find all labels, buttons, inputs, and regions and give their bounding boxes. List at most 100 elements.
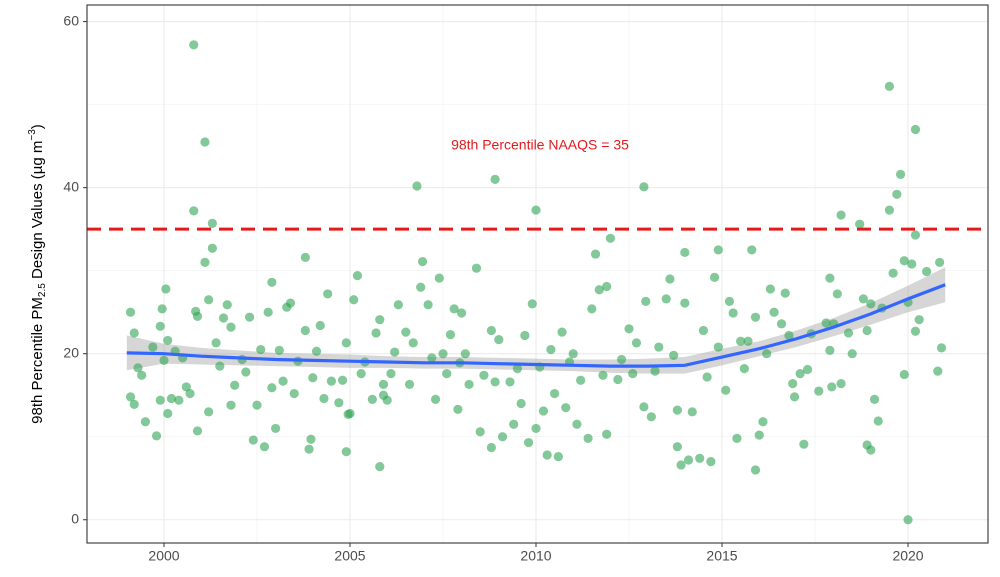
point (375, 315, 385, 325)
point (215, 361, 225, 371)
point (457, 308, 467, 318)
point (308, 373, 318, 383)
point (341, 338, 351, 348)
point (847, 349, 857, 359)
point (427, 353, 437, 363)
point (289, 388, 299, 399)
point (750, 465, 761, 475)
point (899, 256, 909, 266)
point (200, 257, 210, 267)
point (542, 450, 552, 460)
point (371, 328, 381, 338)
point (661, 294, 671, 304)
point (788, 378, 798, 389)
point (855, 219, 865, 229)
point (505, 377, 515, 387)
x-tick-label: 2000 (148, 548, 179, 564)
point (393, 300, 403, 310)
point (453, 404, 463, 414)
point (765, 284, 775, 294)
panel-border (86, 4, 989, 544)
point (935, 257, 945, 267)
point (602, 429, 612, 439)
point (605, 233, 616, 243)
point (888, 268, 898, 278)
point (423, 300, 433, 310)
point (337, 375, 348, 385)
point (825, 273, 835, 283)
point (914, 315, 924, 325)
point (207, 218, 217, 228)
point (910, 230, 921, 240)
y-tick-label: 40 (63, 178, 79, 194)
point (695, 453, 705, 463)
point (274, 345, 284, 355)
point (713, 245, 723, 255)
point (650, 366, 660, 376)
point (758, 417, 768, 427)
point (561, 403, 571, 413)
point (241, 367, 251, 377)
point (248, 435, 258, 445)
point (417, 256, 428, 267)
point (728, 308, 738, 318)
point (899, 369, 909, 380)
point (207, 243, 217, 253)
point (631, 338, 642, 348)
point (538, 406, 549, 416)
point (780, 288, 790, 298)
point (161, 284, 171, 294)
point (602, 281, 612, 292)
point (460, 349, 470, 359)
point (832, 289, 842, 299)
point (736, 336, 746, 346)
point (438, 349, 448, 359)
point (137, 370, 147, 380)
point (713, 342, 723, 352)
point (185, 388, 195, 399)
point (490, 377, 500, 387)
point (576, 375, 586, 385)
point (769, 307, 779, 317)
point (125, 392, 136, 402)
point (166, 393, 177, 404)
point (151, 431, 162, 441)
x-tick-label: 2015 (706, 548, 737, 564)
point (204, 295, 214, 305)
point (263, 307, 273, 317)
point (687, 407, 697, 417)
point (323, 289, 333, 299)
point (155, 395, 165, 405)
point (157, 304, 167, 314)
point (527, 299, 537, 309)
y-label-part: 98th Percentile PM (29, 297, 46, 424)
point (866, 299, 876, 309)
point (315, 320, 325, 331)
point (799, 439, 809, 449)
point (628, 369, 638, 379)
point (676, 460, 686, 470)
point (698, 325, 709, 336)
point (479, 370, 489, 380)
point (252, 400, 262, 410)
point (910, 326, 921, 336)
point (613, 374, 623, 385)
point (278, 376, 288, 386)
point (531, 205, 541, 215)
point (709, 272, 720, 282)
point (475, 427, 485, 437)
point (140, 417, 151, 427)
point (129, 399, 139, 409)
point (200, 137, 210, 147)
point (390, 347, 400, 357)
point (802, 364, 813, 375)
point (497, 432, 508, 442)
point (795, 369, 805, 379)
point (442, 369, 452, 379)
point (776, 319, 787, 329)
point (204, 407, 214, 417)
point (486, 442, 496, 453)
point (616, 354, 627, 365)
point (449, 304, 459, 314)
